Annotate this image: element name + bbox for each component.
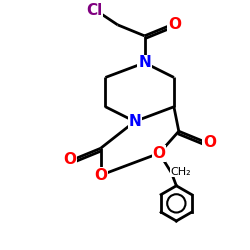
Text: N: N (138, 55, 151, 70)
Text: O: O (94, 168, 107, 183)
Text: N: N (128, 114, 141, 129)
Text: CH₂: CH₂ (170, 166, 191, 176)
Text: O: O (153, 146, 166, 161)
Text: O: O (168, 17, 181, 32)
Text: O: O (203, 135, 216, 150)
Text: Cl: Cl (86, 3, 102, 18)
Text: O: O (64, 152, 76, 167)
